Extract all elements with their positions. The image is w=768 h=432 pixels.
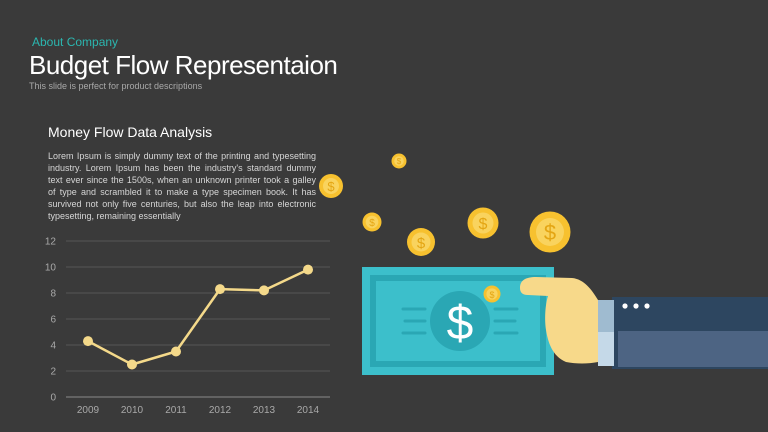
- section-title: Money Flow Data Analysis: [48, 124, 213, 140]
- x-tick-label: 2013: [253, 405, 276, 416]
- series-line: [87, 268, 309, 366]
- sleeve-shape: [598, 297, 768, 369]
- page-subtitle: This slide is perfect for product descri…: [29, 81, 203, 91]
- page-title: Budget Flow Representaion: [29, 50, 338, 80]
- data-point: [127, 359, 137, 370]
- x-tick-label: 2012: [209, 405, 232, 416]
- x-axis-ticks: 2009 2010 2011 2012 2013 2014: [77, 405, 320, 416]
- y-tick-label: 6: [50, 315, 56, 326]
- x-tick-label: 2009: [77, 405, 100, 416]
- y-tick-label: 2: [50, 367, 56, 378]
- x-tick-label: 2011: [165, 405, 187, 416]
- coin-icon: $: [407, 228, 435, 256]
- data-point: [83, 336, 93, 347]
- coin-symbol: $: [417, 235, 426, 252]
- coin-icon: $: [467, 207, 499, 239]
- coin-icon: $: [391, 153, 407, 169]
- cufflink-dots-icon: [622, 303, 650, 309]
- coin-symbol: $: [397, 157, 402, 166]
- x-tick-label: 2010: [121, 405, 144, 416]
- coin-icon: $: [319, 174, 343, 198]
- data-point: [303, 264, 313, 275]
- kicker-label: About Company: [32, 35, 119, 49]
- coins-group: $ $ $ $ $ $ $: [319, 153, 571, 303]
- data-point: [171, 346, 181, 357]
- coin-symbol: $: [369, 218, 375, 229]
- x-tick-label: 2014: [297, 405, 320, 416]
- hand-icon: [520, 277, 598, 364]
- y-tick-label: 0: [50, 393, 56, 404]
- data-point: [259, 285, 269, 296]
- section-body: Lorem Ipsum is simply dummy text of the …: [48, 151, 316, 221]
- y-tick-label: 4: [50, 341, 56, 352]
- coin-symbol: $: [327, 179, 335, 194]
- y-axis-ticks: 0 2 4 6 8 10 12: [45, 237, 57, 404]
- coin-icon: $: [529, 211, 571, 253]
- coin-icon: $: [362, 212, 382, 232]
- bill-dollar-symbol: $: [447, 297, 474, 350]
- coin-symbol: $: [479, 216, 488, 233]
- coin-symbol: $: [489, 290, 494, 300]
- data-point: [215, 284, 225, 295]
- y-tick-label: 12: [45, 237, 57, 248]
- y-tick-label: 10: [45, 263, 57, 274]
- coin-icon: $: [483, 285, 501, 303]
- y-tick-label: 8: [50, 289, 56, 300]
- series-points: [83, 264, 313, 370]
- chart-grid: [66, 240, 330, 398]
- banknote-icon: $: [362, 267, 554, 375]
- coin-symbol: $: [544, 220, 556, 245]
